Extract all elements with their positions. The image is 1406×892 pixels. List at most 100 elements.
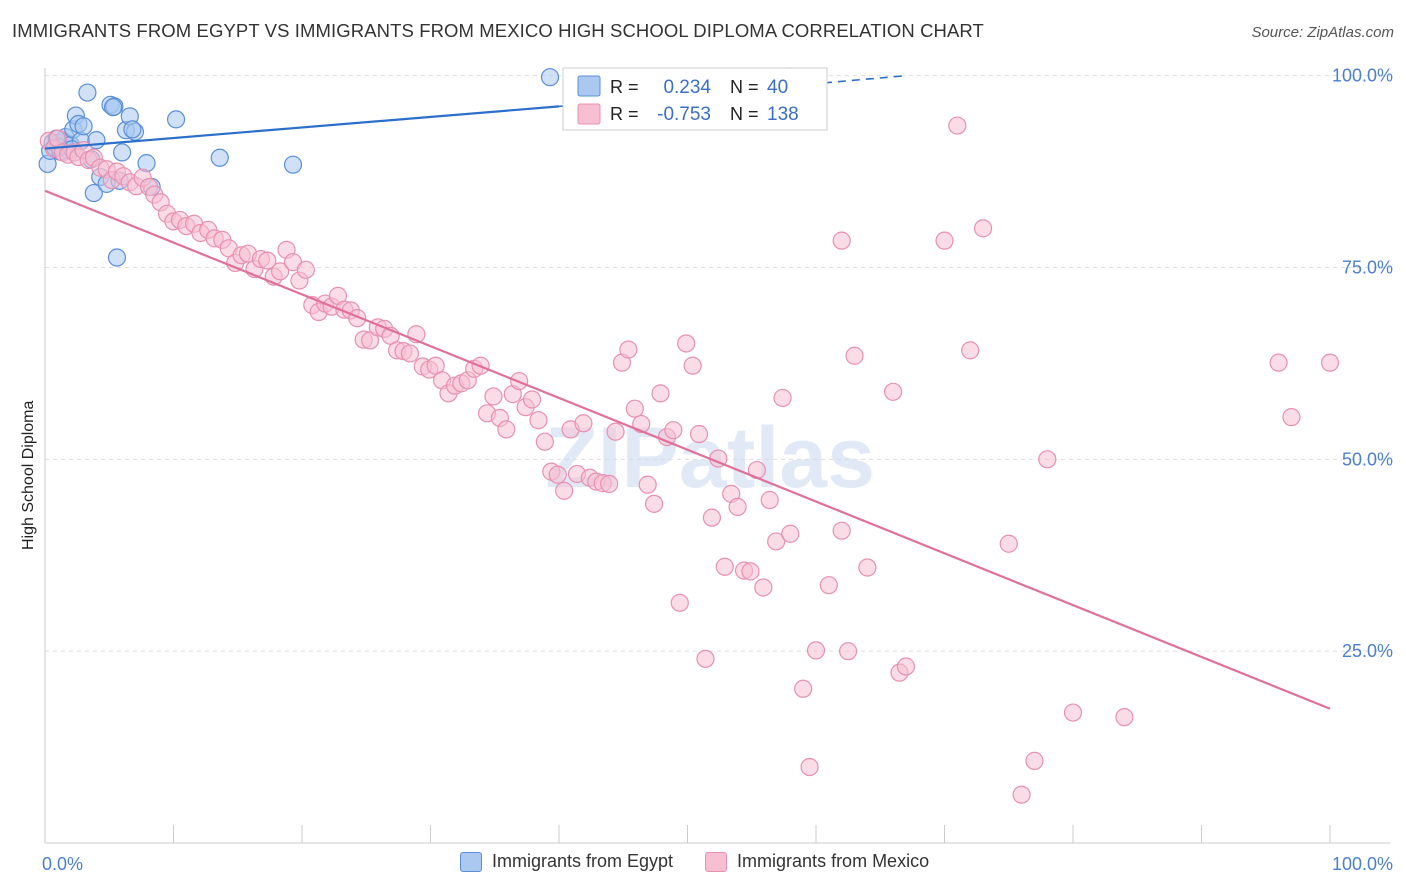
stats-n-value-mexico: 138 xyxy=(767,104,799,125)
legend-label-egypt: Immigrants from Egypt xyxy=(492,851,674,871)
stats-r-label-egypt: R = xyxy=(610,77,639,97)
egypt-point xyxy=(107,248,127,267)
mexico-point xyxy=(1320,353,1340,372)
egypt-point xyxy=(112,143,132,162)
stats-r-value-mexico: -0.753 xyxy=(657,104,711,125)
egypt-trend-line xyxy=(44,105,560,150)
mexico-point xyxy=(832,521,851,540)
mexico-point xyxy=(522,390,542,409)
mexico-point xyxy=(625,399,644,418)
mexico-point xyxy=(638,475,657,494)
mexico-point xyxy=(845,346,864,365)
mexico-point xyxy=(948,116,967,135)
egypt-point xyxy=(74,117,93,136)
stats-box: R = 0.234 N = 40 R = -0.753 N = 138 xyxy=(562,67,828,131)
legend: Immigrants from Egypt Immigrants from Me… xyxy=(460,851,929,872)
mexico-point xyxy=(548,465,567,484)
legend-swatch-mexico xyxy=(705,851,728,872)
mexico-point xyxy=(858,558,877,577)
stats-n-label-egypt: N = xyxy=(730,77,759,97)
egypt-point xyxy=(166,110,186,129)
mexico-point xyxy=(644,494,664,513)
mexico-point xyxy=(973,219,993,238)
mexico-point xyxy=(1038,450,1057,469)
mexico-point xyxy=(258,251,277,270)
trend-lines xyxy=(44,74,1331,710)
x-tick-label: 100.0% xyxy=(1332,854,1393,874)
mexico-point xyxy=(497,420,516,439)
mexico-point xyxy=(677,334,696,353)
y-tick-label: 25.0% xyxy=(1342,641,1393,661)
tick-labels: 25.0% 50.0% 75.0% 100.0% 0.0% 100.0% xyxy=(42,66,1393,874)
y-tick-label: 100.0% xyxy=(1332,66,1393,86)
mexico-point xyxy=(619,340,638,359)
legend-item-mexico: Immigrants from Mexico xyxy=(705,851,929,872)
legend-label-mexico: Immigrants from Mexico xyxy=(737,851,930,871)
axes xyxy=(44,68,1390,844)
mexico-point xyxy=(819,576,838,595)
mexico-point xyxy=(296,260,315,279)
mexico-points xyxy=(39,67,1340,804)
mexico-point xyxy=(767,532,786,551)
egypt-point xyxy=(540,68,560,87)
legend-swatch-egypt xyxy=(460,851,482,872)
mexico-point xyxy=(696,649,715,668)
mexico-point xyxy=(935,231,954,250)
mexico-point xyxy=(781,524,800,543)
mexico-point xyxy=(651,384,670,403)
chart-title: IMMIGRANTS FROM EGYPT VS IMMIGRANTS FROM… xyxy=(12,20,984,41)
mexico-point xyxy=(400,344,420,363)
stats-n-label-mexico: N = xyxy=(730,104,759,124)
egypt-point xyxy=(104,98,123,117)
egypt-point xyxy=(78,83,97,102)
mexico-point xyxy=(896,657,916,676)
mexico-point xyxy=(484,387,503,406)
y-tick-label: 50.0% xyxy=(1342,449,1393,469)
legend-item-egypt: Immigrants from Egypt xyxy=(460,851,673,872)
egypt-point xyxy=(210,148,229,167)
mexico-point xyxy=(600,474,619,493)
mexico-point xyxy=(800,757,819,777)
mexico-point xyxy=(529,411,548,430)
stats-n-value-egypt: 40 xyxy=(767,77,788,98)
mexico-point xyxy=(883,382,903,401)
mexico-point xyxy=(806,641,826,660)
mexico-point xyxy=(1269,353,1288,372)
stats-swatch-mexico xyxy=(577,103,601,125)
egypt-point xyxy=(123,120,142,139)
mexico-point xyxy=(961,341,980,360)
y-tick-label: 75.0% xyxy=(1342,258,1393,278)
mexico-point xyxy=(664,421,683,440)
mexico-point xyxy=(754,578,773,597)
mexico-point xyxy=(670,593,689,612)
stats-swatch-egypt xyxy=(577,75,601,97)
mexico-point xyxy=(1282,408,1301,427)
mexico-point xyxy=(999,534,1018,553)
mexico-point xyxy=(839,642,858,661)
mexico-point xyxy=(702,508,722,527)
egypt-point xyxy=(283,155,303,174)
mexico-point xyxy=(574,414,593,433)
mexico-point xyxy=(1063,703,1083,722)
x-tick-label: 0.0% xyxy=(42,854,83,874)
egypt-point xyxy=(84,183,103,203)
mexico-point xyxy=(760,490,779,510)
mexico-point xyxy=(689,424,709,444)
mexico-point xyxy=(606,422,625,441)
mexico-point xyxy=(535,432,554,451)
y-axis-label: High School Diploma xyxy=(20,400,37,550)
mexico-point xyxy=(1025,751,1044,770)
mexico-point xyxy=(271,262,290,281)
mexico-point xyxy=(1115,708,1134,727)
mexico-point xyxy=(728,497,747,517)
mexico-point xyxy=(1012,785,1031,804)
mexico-point xyxy=(741,562,760,581)
mexico-point xyxy=(773,388,792,408)
stats-r-value-egypt: 0.234 xyxy=(663,77,711,98)
mexico-point xyxy=(832,231,851,250)
mexico-point xyxy=(715,557,734,576)
mexico-point xyxy=(555,481,574,500)
stats-r-label-mexico: R = xyxy=(610,104,639,124)
source-label: Source: ZipAtlas.com xyxy=(1251,24,1394,41)
